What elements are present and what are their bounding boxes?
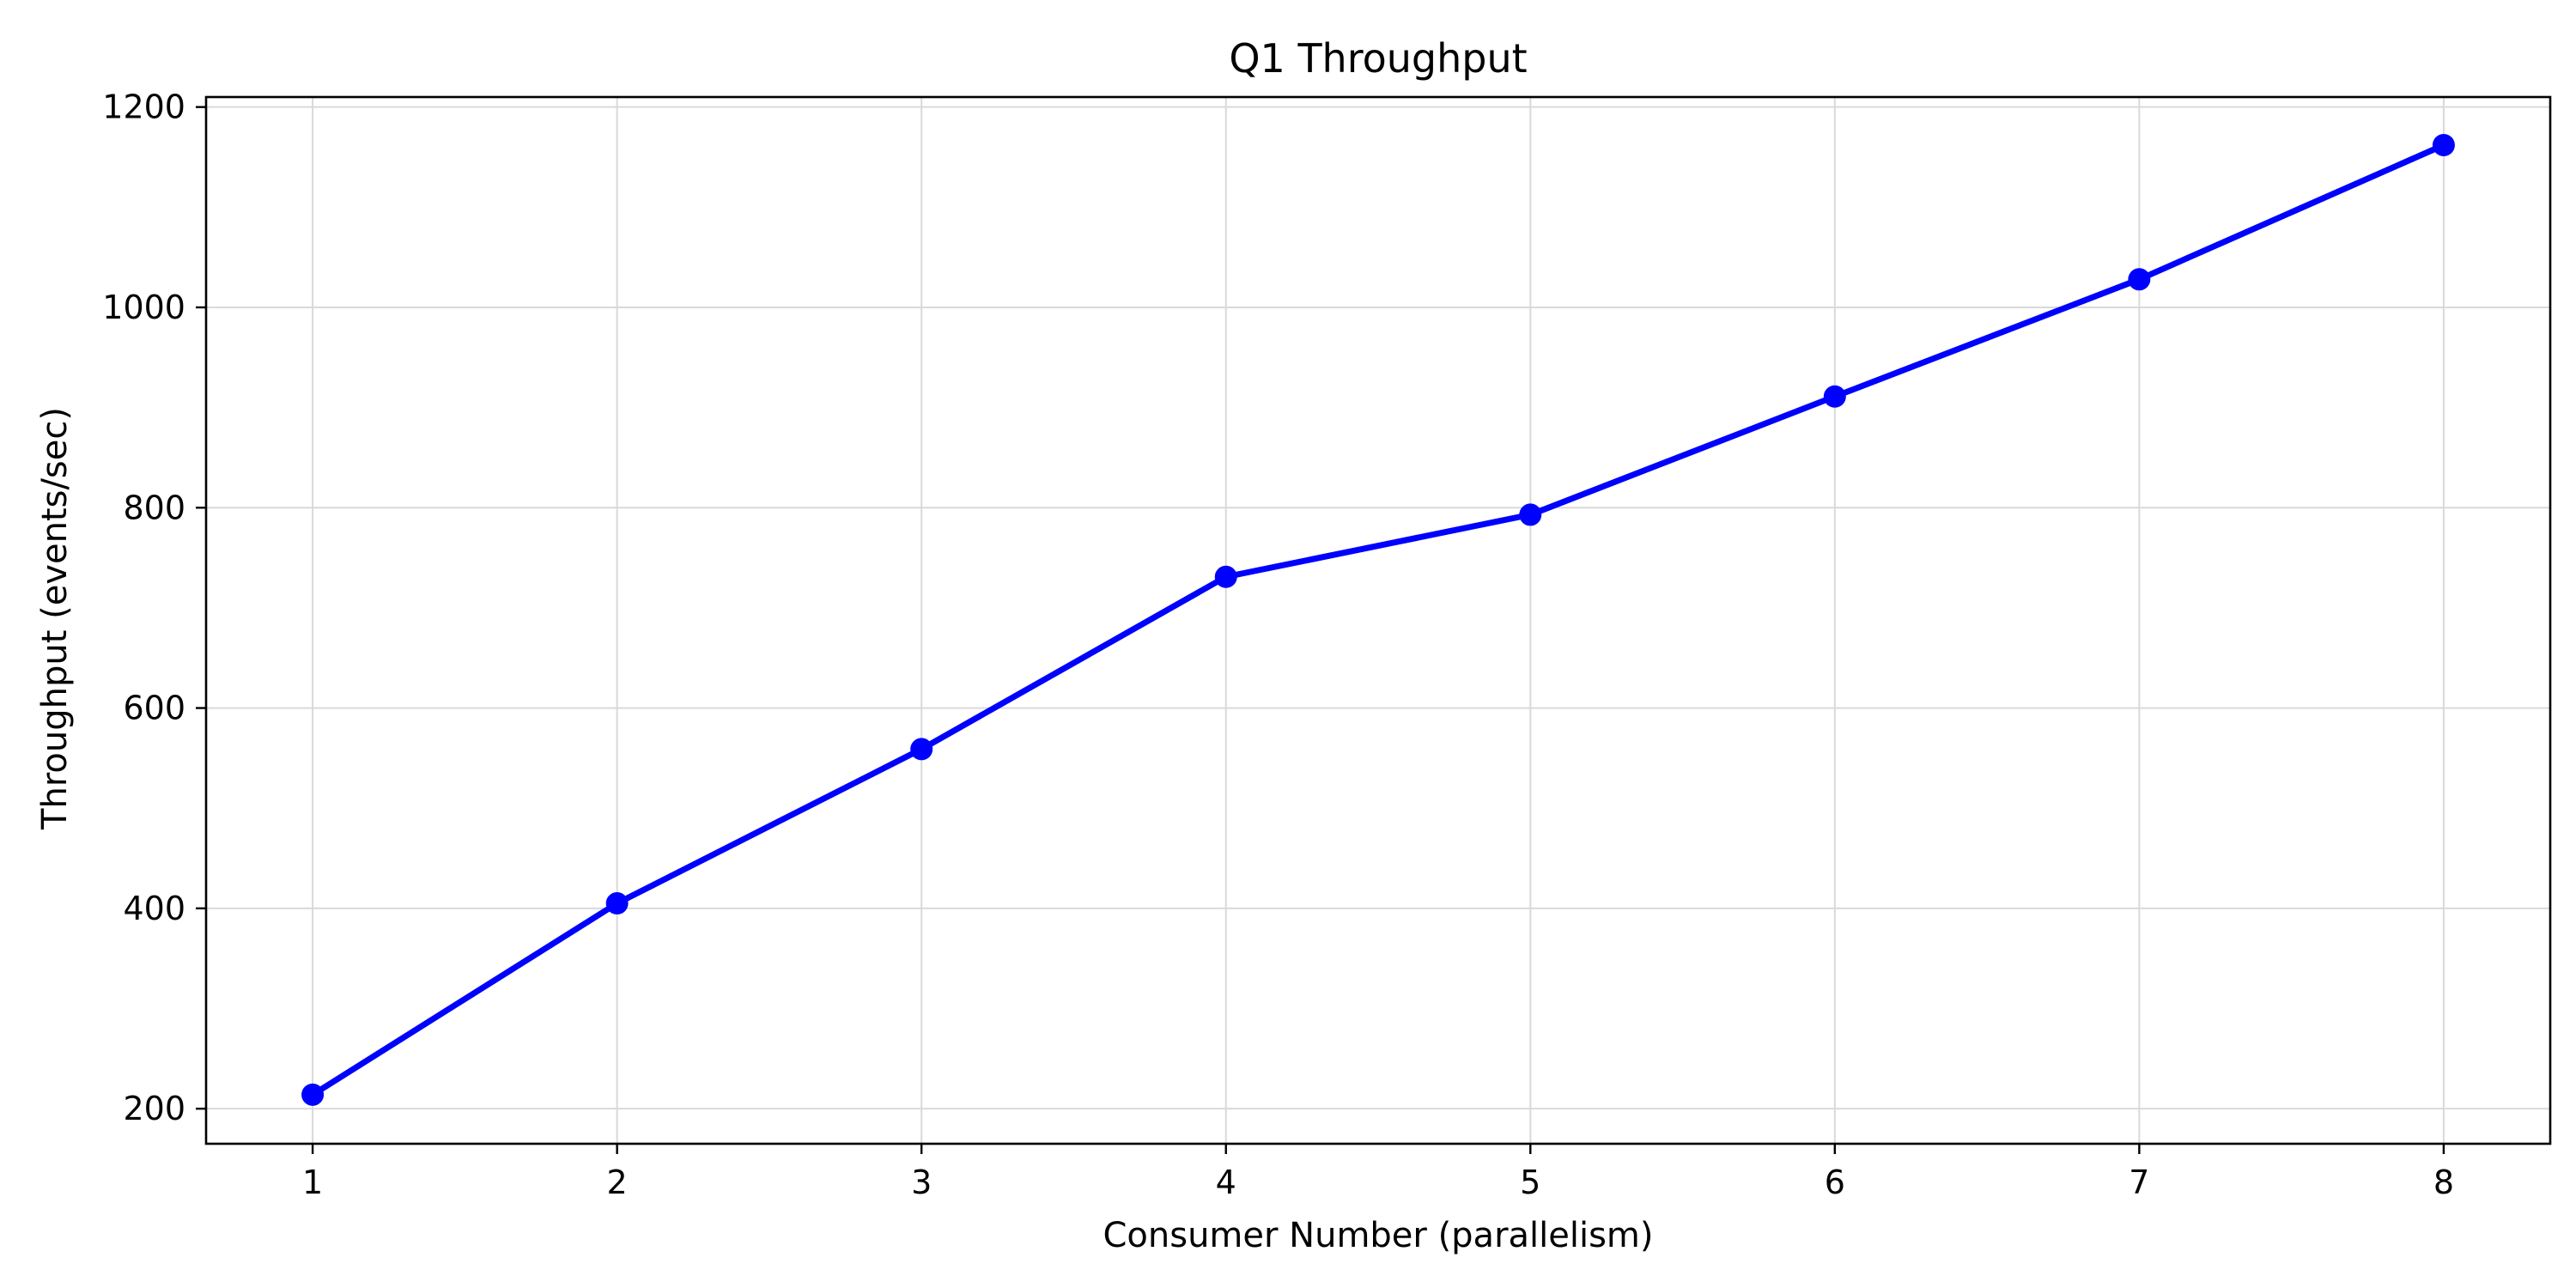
y-axis-title: Throughput (events/sec)	[35, 407, 75, 830]
data-point	[2432, 133, 2455, 156]
plot-area-frame	[204, 95, 2552, 1145]
data-point	[2128, 268, 2151, 291]
chart-title: Q1 Throughput	[1229, 35, 1527, 82]
y-tick-label: 1200	[102, 88, 185, 126]
x-tick-label: 3	[911, 1163, 932, 1201]
data-point	[1214, 565, 1237, 588]
series-line	[309, 142, 2447, 1098]
x-tick-label: 5	[1520, 1163, 1540, 1201]
y-tick-label: 800	[123, 489, 185, 526]
x-axis-title: Consumer Number (parallelism)	[1103, 1216, 1653, 1255]
axis-ticks: 1 2 3 4 5 6 7 8 200 400 600 800 1000 1200	[102, 88, 2454, 1201]
y-tick-label: 200	[123, 1090, 185, 1127]
data-point	[910, 738, 933, 761]
y-tick-label: 400	[123, 890, 185, 927]
data-point	[301, 1083, 325, 1106]
series-layer	[301, 133, 2455, 1106]
x-tick-label: 7	[2129, 1163, 2149, 1201]
x-tick-label: 8	[2433, 1163, 2454, 1201]
data-point	[1519, 503, 1542, 526]
data-point	[605, 892, 629, 915]
grid-lines	[206, 97, 2550, 1144]
y-tick-label: 1000	[102, 289, 185, 326]
x-tick-label: 2	[607, 1163, 628, 1201]
x-tick-label: 4	[1216, 1163, 1236, 1201]
y-tick-label: 600	[123, 690, 185, 727]
data-point	[1823, 385, 1846, 408]
x-tick-label: 1	[302, 1163, 323, 1201]
x-tick-label: 6	[1825, 1163, 1845, 1201]
